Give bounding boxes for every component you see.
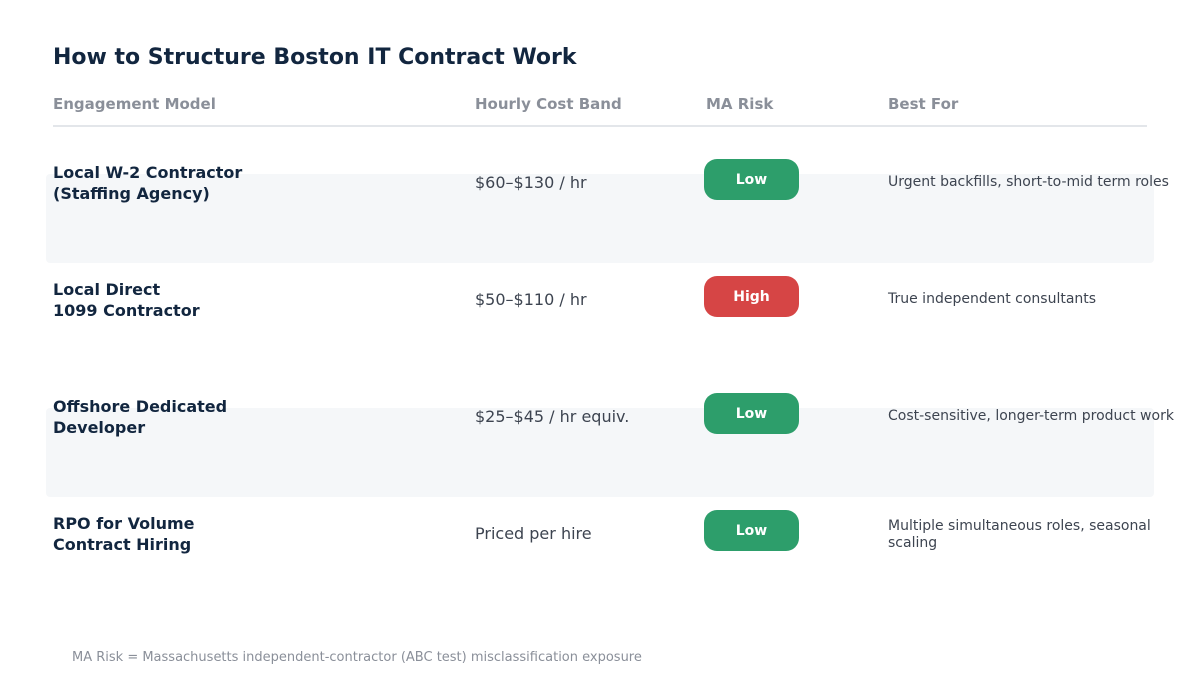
- hourly-cost-cell: $25–$45 / hr equiv.: [475, 407, 630, 426]
- hourly-cost-cell: Priced per hire: [475, 524, 592, 543]
- table-row: Local Direct 1099 Contractor $50–$110 / …: [0, 276, 1200, 393]
- table-row: RPO for Volume Contract Hiring Priced pe…: [0, 510, 1200, 627]
- best-for-cell: Cost-sensitive, longer-term product work: [888, 408, 1174, 424]
- footnote: MA Risk = Massachusetts independent-cont…: [72, 650, 642, 665]
- risk-badge: High: [704, 276, 799, 317]
- hourly-cost-cell: $60–$130 / hr: [475, 173, 587, 192]
- page-title: How to Structure Boston IT Contract Work: [53, 45, 577, 70]
- column-header-best-for: Best For: [888, 95, 959, 113]
- header-divider: [53, 125, 1147, 127]
- risk-badge: Low: [704, 393, 799, 434]
- engagement-model-cell: Offshore Dedicated Developer: [53, 397, 228, 437]
- hourly-cost-cell: $50–$110 / hr: [475, 290, 587, 309]
- table-row: Offshore Dedicated Developer $25–$45 / h…: [0, 393, 1200, 510]
- engagement-model-cell: Local Direct 1099 Contractor: [53, 280, 200, 320]
- risk-badge: Low: [704, 510, 799, 551]
- best-for-cell: Urgent backfills, short-to-mid term role…: [888, 174, 1169, 190]
- row-shading: [46, 408, 1154, 497]
- column-header-hourly-cost-band: Hourly Cost Band: [475, 95, 622, 113]
- engagement-model-cell: RPO for Volume Contract Hiring: [53, 514, 195, 554]
- column-header-ma-risk: MA Risk: [706, 95, 774, 113]
- engagement-model-cell: Local W-2 Contractor (Staffing Agency): [53, 163, 243, 203]
- best-for-cell: Multiple simultaneous roles, seasonal sc…: [888, 518, 1151, 551]
- risk-badge: Low: [704, 159, 799, 200]
- column-header-engagement-model: Engagement Model: [53, 95, 216, 113]
- best-for-cell: True independent consultants: [888, 291, 1097, 307]
- row-shading: [46, 174, 1154, 263]
- table-row: Local W-2 Contractor (Staffing Agency) $…: [0, 159, 1200, 276]
